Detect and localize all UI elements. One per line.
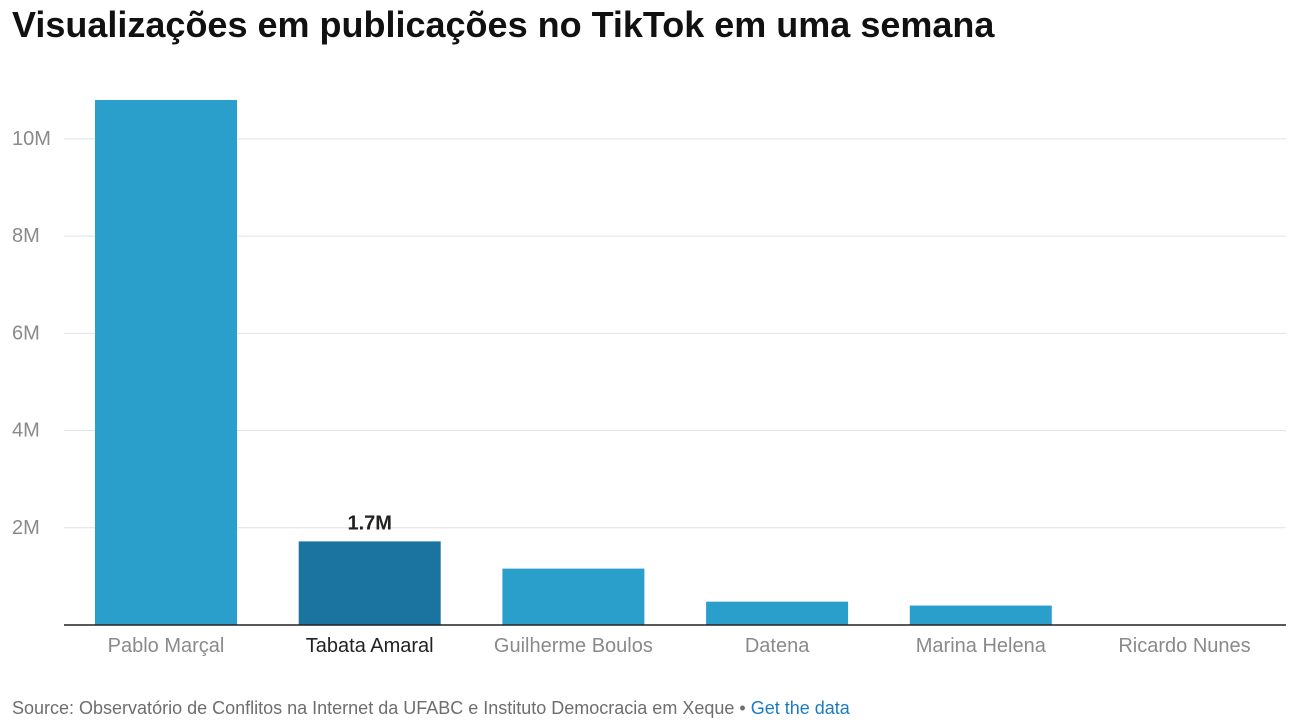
y-tick-label: 8M <box>12 225 40 247</box>
x-tick-label: Guilherme Boulos <box>494 635 653 657</box>
y-tick-label: 10M <box>12 128 51 150</box>
x-tick-label: Pablo Marçal <box>108 635 225 657</box>
y-tick-label: 2M <box>12 517 40 539</box>
source-text: Source: Observatório de Conflitos na Int… <box>12 698 735 718</box>
bar <box>95 100 237 625</box>
x-tick-label: Ricardo Nunes <box>1118 635 1250 657</box>
bar <box>706 601 849 625</box>
bar <box>502 568 645 625</box>
x-tick-label: Datena <box>745 635 810 657</box>
y-tick-label: 6M <box>12 322 40 344</box>
bar <box>298 541 441 625</box>
x-tick-label: Tabata Amaral <box>306 635 434 657</box>
bar-chart: 2M 4M 6M 8M 10M Pablo Marçal Tabata Amaral 1.7M… <box>12 100 1286 657</box>
get-the-data-link[interactable]: Get the data <box>750 698 850 718</box>
y-tick-label: 4M <box>12 420 40 442</box>
footer-separator: • <box>739 698 746 718</box>
chart-footer: Source: Observatório de Conflitos na Int… <box>12 698 850 719</box>
x-tick-label: Marina Helena <box>916 635 1047 657</box>
bar <box>909 605 1052 625</box>
data-label: 1.7M <box>347 512 391 534</box>
chart-title: Visualizações em publicações no TikTok e… <box>12 4 995 45</box>
